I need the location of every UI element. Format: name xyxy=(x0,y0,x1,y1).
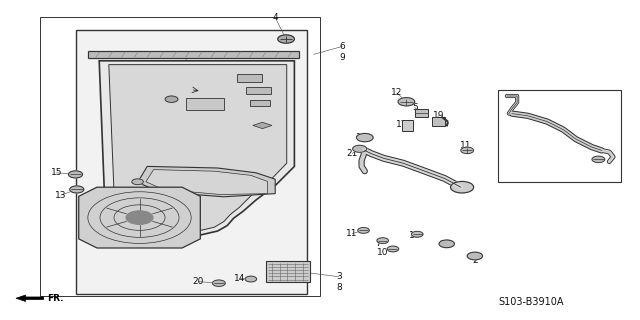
Circle shape xyxy=(451,181,474,193)
Circle shape xyxy=(126,211,153,224)
Polygon shape xyxy=(79,187,200,248)
Text: 11: 11 xyxy=(460,141,472,150)
Polygon shape xyxy=(432,117,445,126)
Circle shape xyxy=(165,96,178,102)
Text: 21: 21 xyxy=(439,240,451,249)
Text: 13: 13 xyxy=(55,191,67,200)
Circle shape xyxy=(245,276,257,282)
Text: 11: 11 xyxy=(409,231,420,240)
Text: 10: 10 xyxy=(377,248,388,257)
Text: 5: 5 xyxy=(412,103,417,112)
Text: 9: 9 xyxy=(340,53,345,62)
Text: 6: 6 xyxy=(340,42,345,51)
Polygon shape xyxy=(40,17,320,296)
Circle shape xyxy=(387,246,399,252)
Polygon shape xyxy=(16,295,44,301)
Polygon shape xyxy=(76,30,307,294)
Polygon shape xyxy=(402,120,413,131)
Circle shape xyxy=(439,240,454,248)
Polygon shape xyxy=(415,109,428,117)
Circle shape xyxy=(398,98,415,106)
Text: 16: 16 xyxy=(132,183,143,192)
Text: 20: 20 xyxy=(193,277,204,286)
Text: 22: 22 xyxy=(557,159,569,168)
Text: 21: 21 xyxy=(346,149,358,158)
Circle shape xyxy=(70,186,84,193)
Text: 3: 3 xyxy=(337,272,342,281)
Circle shape xyxy=(356,133,373,142)
Text: 18: 18 xyxy=(356,133,367,142)
Circle shape xyxy=(412,231,423,237)
Circle shape xyxy=(358,228,369,233)
Polygon shape xyxy=(138,166,275,197)
Circle shape xyxy=(377,238,388,244)
Text: 23: 23 xyxy=(557,168,569,177)
Circle shape xyxy=(467,252,483,260)
Text: 14: 14 xyxy=(234,274,246,283)
Circle shape xyxy=(132,179,143,185)
Bar xyxy=(498,90,621,182)
Text: 12: 12 xyxy=(391,88,403,97)
Polygon shape xyxy=(253,122,272,129)
Text: FR.: FR. xyxy=(47,294,63,303)
Circle shape xyxy=(461,147,474,154)
Text: 8: 8 xyxy=(337,284,342,292)
Circle shape xyxy=(68,171,83,178)
Polygon shape xyxy=(109,65,287,237)
Circle shape xyxy=(592,156,605,163)
Text: 15: 15 xyxy=(51,168,62,177)
Text: 4: 4 xyxy=(273,13,278,22)
Text: 17: 17 xyxy=(396,120,408,129)
Text: 11: 11 xyxy=(346,229,358,238)
Circle shape xyxy=(353,145,367,152)
Text: S103-B3910A: S103-B3910A xyxy=(499,297,564,308)
Text: 2: 2 xyxy=(472,256,477,265)
Polygon shape xyxy=(146,170,268,195)
Circle shape xyxy=(278,35,294,43)
Text: 1: 1 xyxy=(173,80,179,89)
Bar xyxy=(250,100,270,106)
Bar xyxy=(186,98,224,110)
Polygon shape xyxy=(99,61,294,242)
Text: 19: 19 xyxy=(433,111,444,120)
Circle shape xyxy=(212,280,225,286)
Polygon shape xyxy=(266,261,310,282)
Bar xyxy=(246,87,271,94)
Bar xyxy=(237,74,262,82)
Text: 7: 7 xyxy=(375,239,380,248)
